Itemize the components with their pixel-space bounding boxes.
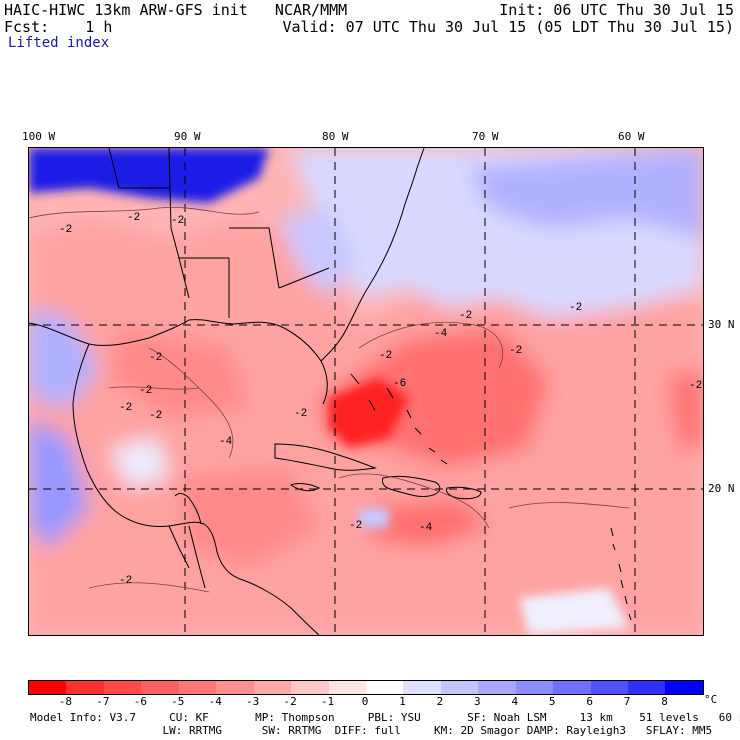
lat-lon-grid — [29, 148, 703, 635]
colorbar-tick-label: 2 — [436, 695, 444, 708]
colorbar-swatch — [590, 681, 628, 694]
contour-label-minus6: -6 — [393, 378, 406, 390]
colorbar-swatch — [328, 681, 366, 694]
colorbar-tick-label: -6 — [133, 695, 147, 708]
colorbar-tick-label: -5 — [171, 695, 185, 708]
colorbar-swatch — [515, 681, 554, 694]
field-name: Lifted index — [8, 35, 110, 51]
colorbar-tick-label: 0 — [361, 695, 369, 708]
colorbar-swatch — [478, 681, 516, 694]
colorbar-tick-label: 7 — [623, 695, 631, 708]
valid-time: Valid: 07 UTC Thu 30 Jul 15 (05 LDT Thu … — [282, 18, 734, 36]
contour-label: -2 — [294, 408, 307, 420]
lat-label-30n: 30 N — [708, 318, 735, 331]
contour-label: -2 — [379, 350, 392, 362]
contour-labels: -2 -2 -2 -2 -2 -2 -2 -2 -2 -2 -2 -2 -2 -… — [59, 212, 702, 587]
model-info-line1: Model Info: V3.7 CU: KF MP: Thompson PBL… — [30, 711, 740, 724]
colorbar-tick-label: -3 — [246, 695, 260, 708]
colorbar-swatch — [141, 681, 179, 694]
lat-label-20n: 20 N — [708, 482, 735, 495]
colorbar-swatch — [253, 681, 292, 694]
contour-label: -2 — [127, 212, 140, 224]
coastlines — [29, 148, 632, 635]
colorbar-swatch — [403, 681, 441, 694]
colorbar-tick-label: -8 — [58, 695, 73, 708]
contour-label: -2 — [59, 224, 72, 236]
contour-label: -2 — [139, 385, 152, 397]
colorbar-tick-label: 6 — [586, 695, 593, 708]
contour-label: -2 — [119, 402, 132, 414]
contour-label: -2 — [459, 310, 472, 322]
colorbar-tick-label: 8 — [661, 695, 668, 708]
contour-label-minus4: -4 — [434, 328, 448, 340]
colorbar-swatch — [665, 681, 703, 694]
contour-label-minus4: -4 — [419, 522, 433, 534]
map-svg: -2 -2 -2 -2 -2 -2 -2 -2 -2 -2 -2 -2 -2 -… — [29, 148, 703, 635]
forecast-hour: Fcst: 1 h — [4, 18, 113, 36]
lifted-index-map: -2 -2 -2 -2 -2 -2 -2 -2 -2 -2 -2 -2 -2 -… — [28, 147, 704, 636]
lon-label-90w: 90 W — [174, 130, 201, 143]
colorbar-tick-label: -4 — [208, 695, 222, 708]
colorbar-swatch — [628, 681, 666, 694]
contour-label: -2 — [509, 345, 522, 357]
colorbar-tick-label: -1 — [320, 695, 335, 708]
colorbar-tick-label: -2 — [283, 695, 297, 708]
colorbar-swatch — [66, 681, 104, 694]
contour-label: -2 — [149, 410, 162, 422]
colorbar-swatch — [440, 681, 479, 694]
lon-label-60w: 60 W — [618, 130, 645, 143]
colorbar-swatch — [291, 681, 329, 694]
lon-label-100w: 100 W — [22, 130, 56, 143]
colorbar-swatch — [365, 681, 404, 694]
lon-label-70w: 70 W — [472, 130, 499, 143]
colorbar — [28, 680, 704, 695]
contour-label: -2 — [569, 302, 582, 314]
contour-label: -2 — [149, 352, 162, 364]
colorbar-swatch — [553, 681, 591, 694]
contour-label: -2 — [689, 380, 702, 392]
init-time: Init: 06 UTC Thu 30 Jul 15 — [499, 1, 734, 19]
lon-label-80w: 80 W — [322, 130, 349, 143]
contour-label: -2 — [349, 520, 362, 532]
model-info-line2: LW: RRTMG SW: RRTMG DIFF: full KM: 2D Sm… — [30, 724, 713, 737]
contour-lines — [29, 206, 630, 593]
contour-label-minus4: -4 — [219, 436, 233, 448]
colorbar-tick-label: 1 — [399, 695, 406, 708]
contour-label: -2 — [119, 575, 132, 587]
colorbar-swatch — [178, 681, 217, 694]
colorbar-tick-label: 5 — [548, 695, 556, 708]
colorbar-tick-label: -7 — [96, 695, 110, 708]
contour-label: -2 — [171, 215, 184, 227]
colorbar-swatch — [103, 681, 142, 694]
model-title: HAIC-HIWC 13km ARW-GFS init NCAR/MMM — [4, 1, 348, 19]
colorbar-swatch — [216, 681, 254, 694]
colorbar-swatch — [29, 681, 67, 694]
colorbar-unit: °C — [704, 693, 718, 706]
colorbar-tick-label: 4 — [511, 695, 519, 708]
colorbar-tick-label: 3 — [474, 695, 481, 708]
